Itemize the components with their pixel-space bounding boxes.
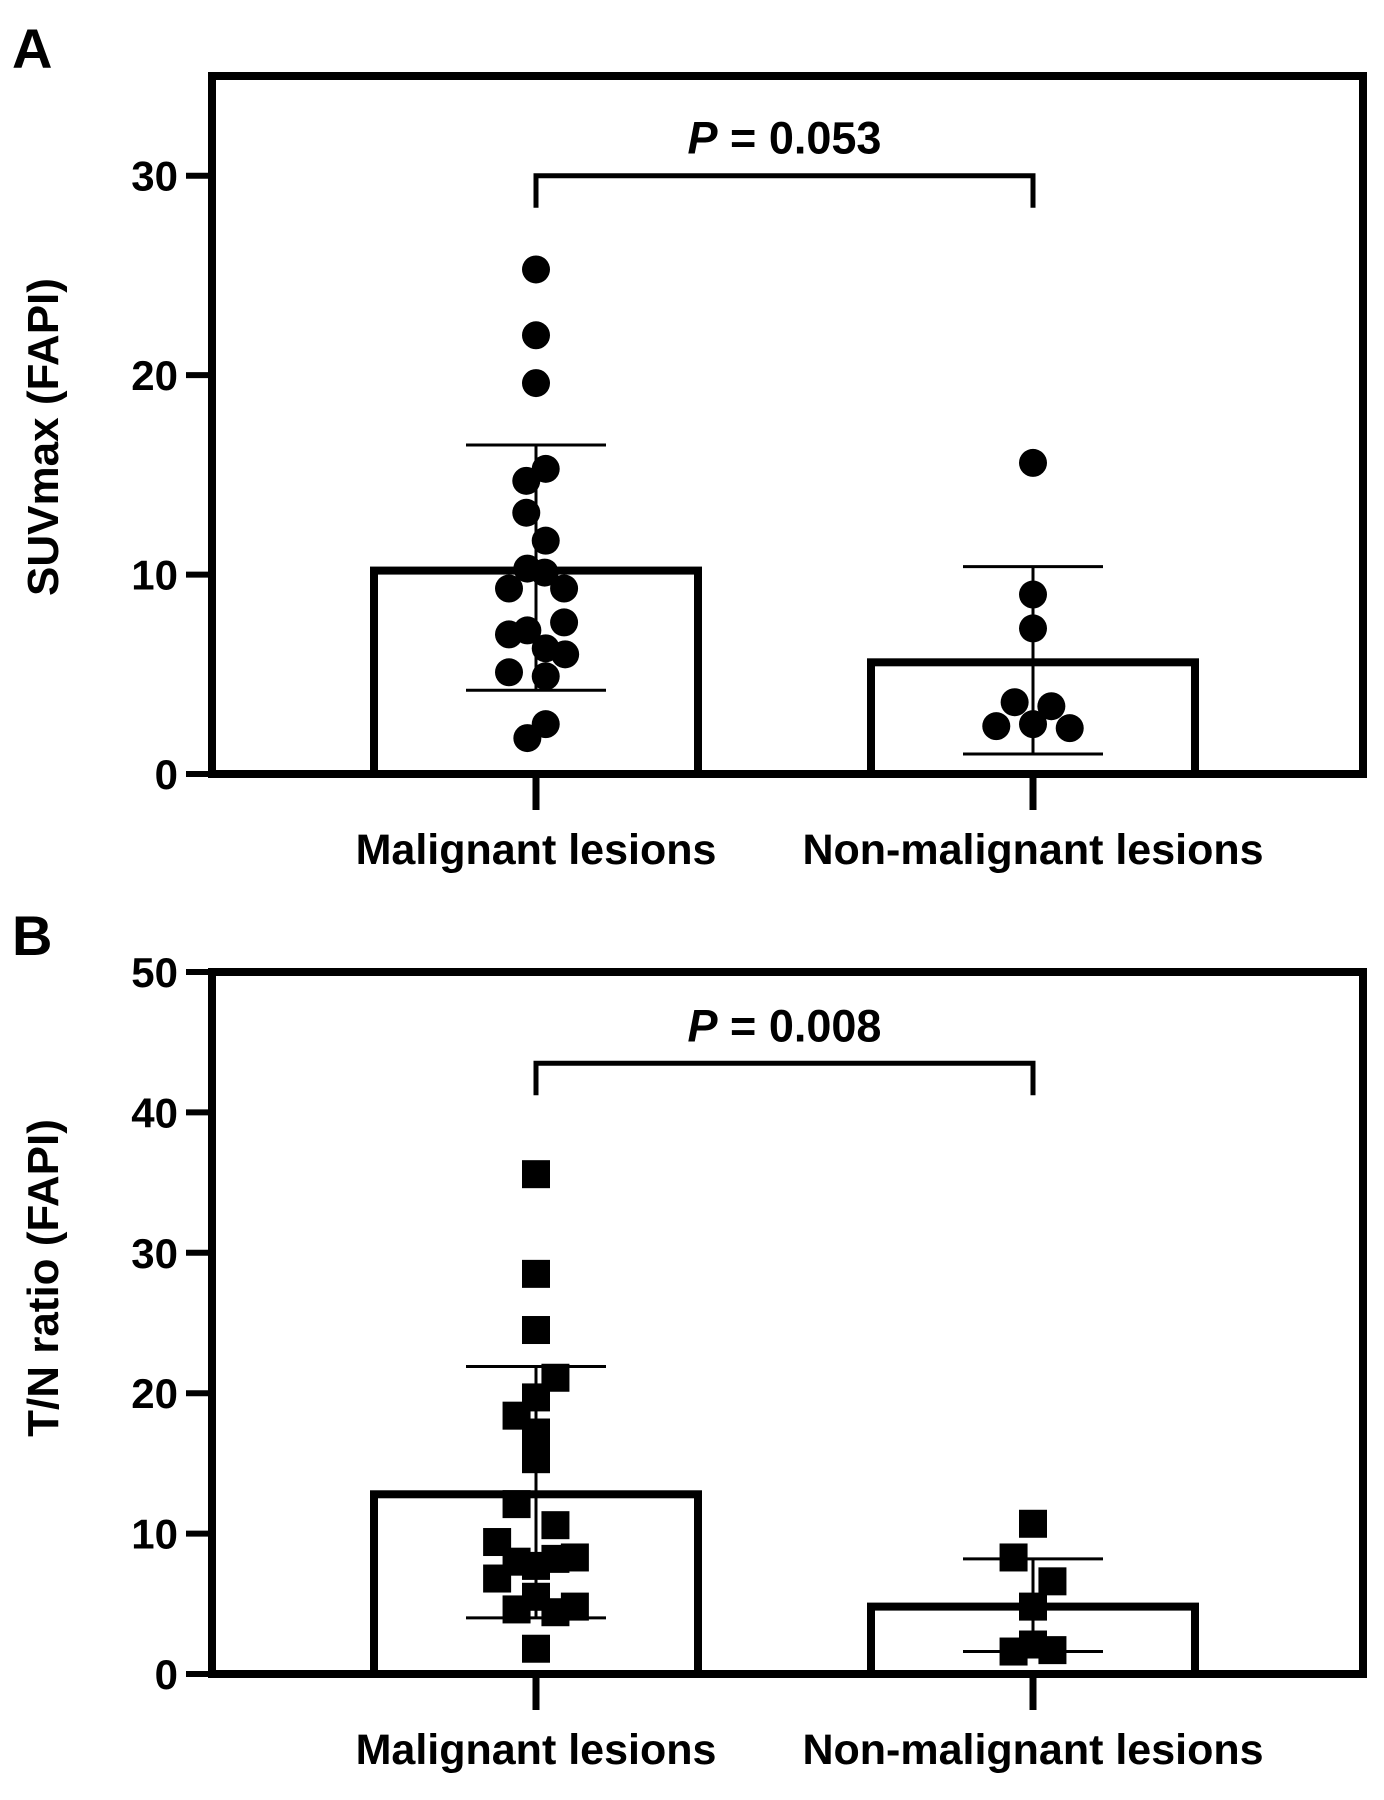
data-point <box>1038 1567 1067 1596</box>
data-point <box>512 498 541 527</box>
data-point <box>541 1511 570 1540</box>
data-point <box>999 1543 1028 1572</box>
p-value-text: = 0.053 <box>718 113 882 164</box>
y-tick-label: 10 <box>131 552 178 599</box>
panel-label: B <box>12 904 52 967</box>
data-point <box>531 526 560 555</box>
data-point <box>522 1259 550 1288</box>
data-point <box>502 1490 531 1519</box>
category-label-malignant: Malignant lesions <box>356 826 717 874</box>
p-symbol: P <box>688 113 719 164</box>
p-symbol: P <box>688 1000 719 1051</box>
data-point <box>560 1592 589 1621</box>
data-point <box>1019 448 1047 477</box>
y-tick-label: 0 <box>155 751 178 798</box>
data-point <box>513 724 542 753</box>
y-axis-ticks: 0 10 20 30 40 50 <box>131 949 212 1698</box>
y-tick-label: 10 <box>131 1511 178 1558</box>
y-tick-label: 20 <box>131 352 178 399</box>
data-point <box>1000 688 1029 717</box>
data-point <box>999 1637 1028 1666</box>
data-point <box>1019 710 1047 739</box>
x-axis-ticks <box>532 774 1037 810</box>
data-point <box>550 574 579 603</box>
significance-bracket <box>533 173 1036 208</box>
data-point <box>530 558 559 587</box>
y-tick-label: 30 <box>131 1230 178 1277</box>
y-tick-label: 20 <box>131 1370 178 1417</box>
data-point <box>982 712 1011 741</box>
panel-a: A SUVmax (FAPI) 0 10 20 30 Malignant lesion… <box>12 17 1367 874</box>
data-point <box>522 321 550 350</box>
plot-frame <box>208 968 1367 1678</box>
data-point <box>1055 714 1084 743</box>
data-point <box>522 1634 550 1663</box>
y-tick-label: 40 <box>131 1089 178 1136</box>
category-label-non-malignant: Non-malignant lesions <box>802 1726 1263 1774</box>
data-point <box>551 640 580 669</box>
data-point <box>1019 580 1047 609</box>
data-point <box>522 255 550 284</box>
data-point <box>560 1543 589 1572</box>
data-points <box>483 1160 1067 1666</box>
data-point <box>1019 1509 1047 1538</box>
y-tick-label: 50 <box>131 949 178 996</box>
panel-b: B T/N ratio (FAPI) 0 10 20 30 40 50 Malignant… <box>12 904 1367 1774</box>
y-axis-label: T/N ratio (FAPI) <box>19 1119 68 1437</box>
data-point <box>522 1445 550 1474</box>
p-value-label: P = 0.008 <box>688 1000 882 1051</box>
data-point <box>522 1418 550 1447</box>
p-value-label: P = 0.053 <box>688 113 882 164</box>
data-point <box>522 369 550 398</box>
data-point <box>495 574 523 603</box>
data-point <box>1038 1636 1067 1665</box>
significance-bracket <box>533 1060 1036 1096</box>
data-point <box>531 454 560 483</box>
data-point <box>522 1316 550 1345</box>
category-label-non-malignant: Non-malignant lesions <box>802 826 1263 874</box>
data-point <box>495 658 523 687</box>
data-point <box>550 608 579 637</box>
y-axis-label: SUVmax (FAPI) <box>19 278 68 596</box>
plot-frame <box>208 72 1367 778</box>
y-tick-label: 0 <box>155 1651 178 1698</box>
data-point <box>522 1160 550 1189</box>
data-point <box>1019 1592 1047 1621</box>
data-point <box>531 662 560 691</box>
data-point <box>483 1564 512 1593</box>
data-point <box>513 616 542 645</box>
y-axis-ticks: 0 10 20 30 <box>131 153 212 798</box>
x-axis-ticks <box>532 1674 1037 1710</box>
category-label-malignant: Malignant lesions <box>356 1726 717 1774</box>
y-tick-label: 30 <box>131 153 178 200</box>
data-points <box>495 255 1084 753</box>
data-point <box>1019 614 1047 643</box>
p-value-text: = 0.008 <box>718 1000 882 1051</box>
data-point <box>1037 692 1066 721</box>
data-point <box>502 1595 531 1624</box>
panel-label: A <box>12 17 52 80</box>
